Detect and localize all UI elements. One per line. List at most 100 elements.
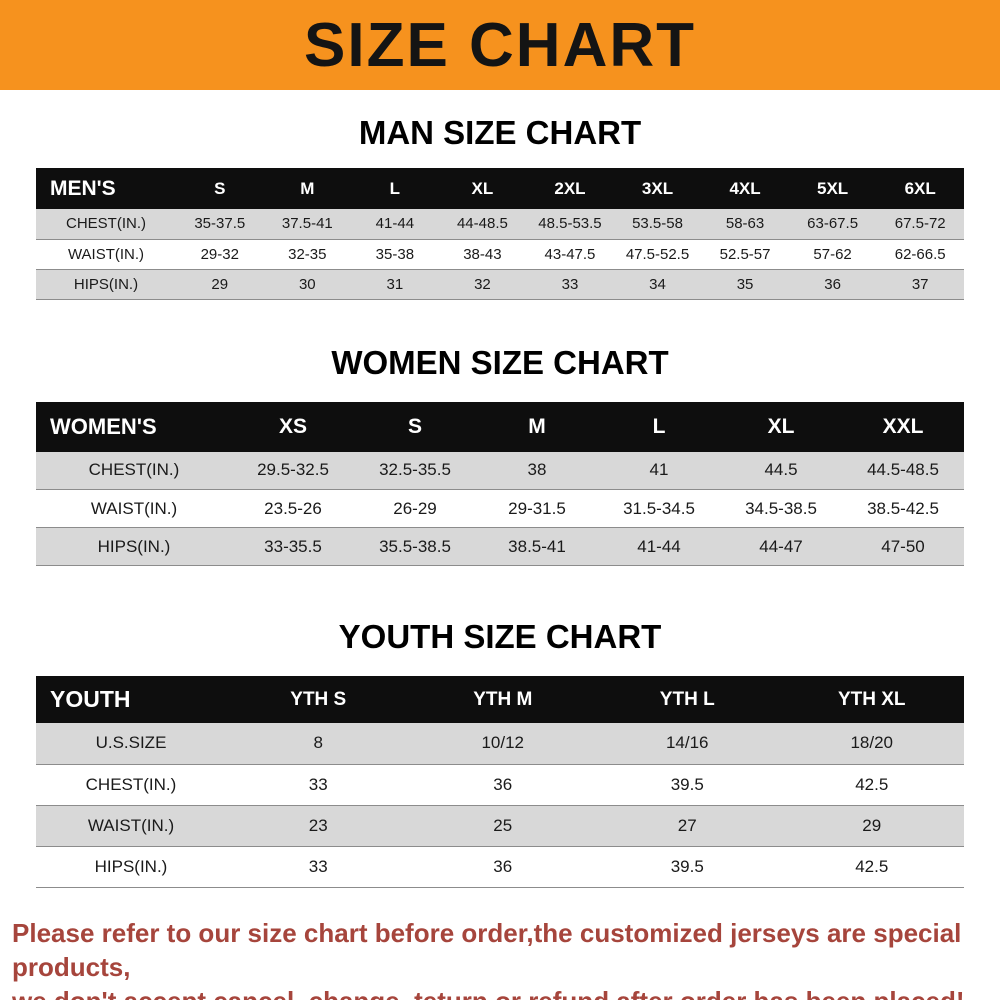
table-cell: 31 xyxy=(386,275,404,293)
row-label: CHEST(IN.) xyxy=(85,774,177,794)
size-column-header: L xyxy=(598,401,720,452)
size-column-header: 5XL xyxy=(788,168,877,209)
size-column-header: YTH L xyxy=(595,676,780,723)
table-row: WAIST(IN.) 23.5-26 26-29 29-31.5 31.5-34.5 34… xyxy=(36,489,964,528)
table-cell: 33 xyxy=(308,774,328,794)
men-section-title: MAN SIZE CHART xyxy=(358,114,642,151)
size-column-header: 6XL xyxy=(876,168,964,209)
men-size-section: MAN SIZE CHART MEN'S S M L XL 2XL 3XL 4XL 5XL 6XL… xyxy=(0,114,1000,300)
table-cell: 18/20 xyxy=(850,733,894,753)
page-title: SIZE CHART xyxy=(304,10,696,80)
table-cell: 33 xyxy=(561,275,579,293)
table-cell: 23.5-26 xyxy=(264,498,322,518)
table-cell: 27 xyxy=(677,815,697,835)
table-header-row: YOUTH YTH S YTH M YTH L YTH XL xyxy=(36,676,964,723)
size-column-header: S xyxy=(176,168,264,209)
table-cell: 41 xyxy=(649,460,669,480)
size-column-header: YTH XL xyxy=(779,676,964,723)
table-cell: 25 xyxy=(493,815,513,835)
table-cell: 32-35 xyxy=(288,245,327,263)
table-cell: 39.5 xyxy=(670,774,704,794)
table-cell: 36 xyxy=(493,856,513,876)
footer-line-2: we don't accept cancel, change, teturn o… xyxy=(12,984,988,1000)
table-cell: 53.5-58 xyxy=(632,215,683,233)
table-cell: 38.5-41 xyxy=(508,536,566,556)
table-row: HIPS(IN.) 33-35.5 35.5-38.5 38.5-41 41-44 44-… xyxy=(36,527,964,566)
table-cell: 23 xyxy=(308,815,328,835)
row-label: HIPS(IN.) xyxy=(97,536,171,556)
table-header-row: MEN'S S M L XL 2XL 3XL 4XL 5XL 6XL xyxy=(36,168,964,209)
table-cell: 29.5-32.5 xyxy=(257,460,329,480)
table-cell: 62-66.5 xyxy=(894,245,946,263)
size-column-header: XL xyxy=(720,401,842,452)
table-cell: 38.5-42.5 xyxy=(867,498,939,518)
table-cell: 63-67.5 xyxy=(807,215,859,233)
table-cell: 52.5-57 xyxy=(719,245,771,263)
table-cell: 37.5-41 xyxy=(281,215,333,233)
table-cell: 34.5-38.5 xyxy=(745,498,817,518)
table-cell: 35.5-38.5 xyxy=(379,536,451,556)
table-cell: 35 xyxy=(736,275,754,293)
size-column-header: 3XL xyxy=(613,168,702,209)
youth-section-title: YOUTH SIZE CHART xyxy=(338,618,662,655)
table-cell: 34 xyxy=(649,275,666,293)
table-cell: 29 xyxy=(211,275,229,293)
footer-line-1: Please refer to our size chart before or… xyxy=(12,917,962,982)
table-cell: 44.5 xyxy=(764,460,798,480)
size-column-header: S xyxy=(354,401,476,452)
size-column-header: XL xyxy=(438,168,527,209)
table-cell: 32 xyxy=(474,275,491,293)
youth-size-table: YOUTH YTH S YTH M YTH L YTH XL U.S.SIZE 8 10/12… xyxy=(36,676,964,888)
table-cell: 42.5 xyxy=(855,856,889,876)
size-column-header: XS xyxy=(232,401,354,452)
table-cell: 35-38 xyxy=(375,245,415,263)
table-cell: 57-62 xyxy=(813,245,852,263)
table-cell: 47.5-52.5 xyxy=(625,245,690,263)
row-label: HIPS(IN.) xyxy=(94,856,168,876)
row-label: CHEST(IN.) xyxy=(88,460,180,480)
table-cell: 33 xyxy=(308,856,328,876)
size-column-header: 4XL xyxy=(701,168,789,209)
men-size-table: MEN'S S M L XL 2XL 3XL 4XL 5XL 6XL CHEST(IN.) 35-37… xyxy=(36,168,964,300)
women-size-section: WOMEN SIZE CHART WOMEN'S XS S M L XL XXL CHEST(… xyxy=(0,344,1000,567)
size-column-header: XXL xyxy=(842,401,964,452)
table-cell: 29-31.5 xyxy=(508,498,566,518)
table-cell: 38-43 xyxy=(463,245,502,263)
table-cell: 47-50 xyxy=(881,536,925,556)
table-cell: 44.5-48.5 xyxy=(867,460,939,480)
table-cell: 58-63 xyxy=(725,215,765,233)
table-corner-label: WOMEN'S xyxy=(36,401,232,452)
table-cell: 30 xyxy=(298,275,316,293)
row-label: HIPS(IN.) xyxy=(73,275,139,293)
table-cell: 26-29 xyxy=(393,498,437,518)
table-cell: 36 xyxy=(493,774,513,794)
size-column-header: 2XL xyxy=(526,168,614,209)
footer-note: Please refer to our size chart before or… xyxy=(0,916,1000,1000)
table-cell: 41-44 xyxy=(637,536,681,556)
size-column-header: L xyxy=(351,168,439,209)
row-label: WAIST(IN.) xyxy=(67,245,145,263)
table-cell: 36 xyxy=(824,275,841,293)
table-cell: 67.5-72 xyxy=(894,215,946,233)
table-cell: 10/12 xyxy=(481,733,525,753)
women-section-title: WOMEN SIZE CHART xyxy=(331,343,669,381)
table-row: U.S.SIZE 8 10/12 14/16 18/20 xyxy=(36,723,964,764)
size-column-header: YTH S xyxy=(226,676,411,723)
row-label: CHEST(IN.) xyxy=(66,215,146,233)
table-cell: 37 xyxy=(911,275,929,293)
size-column-header: M xyxy=(476,401,598,452)
table-cell: 44-48.5 xyxy=(456,215,508,233)
table-row: HIPS(IN.) 33 36 39.5 42.5 xyxy=(36,846,964,887)
table-cell: 35-37.5 xyxy=(194,215,246,233)
table-cell: 29-32 xyxy=(200,245,239,263)
size-column-header: YTH M xyxy=(410,676,595,723)
table-row: WAIST(IN.) 23 25 27 29 xyxy=(36,805,964,846)
banner: SIZE CHART xyxy=(0,0,1000,90)
row-label: WAIST(IN.) xyxy=(90,498,178,518)
table-row: CHEST(IN.) 33 36 39.5 42.5 xyxy=(36,764,964,805)
table-row: WAIST(IN.) 29-32 32-35 35-38 38-43 43-47.5 47.… xyxy=(36,239,964,269)
table-cell: 33-35.5 xyxy=(264,536,322,556)
table-cell: 31.5-34.5 xyxy=(623,498,695,518)
women-size-table: WOMEN'S XS S M L XL XXL CHEST(IN.) 29.5-32.5 32.5… xyxy=(36,401,964,567)
table-cell: 44-47 xyxy=(759,536,803,556)
